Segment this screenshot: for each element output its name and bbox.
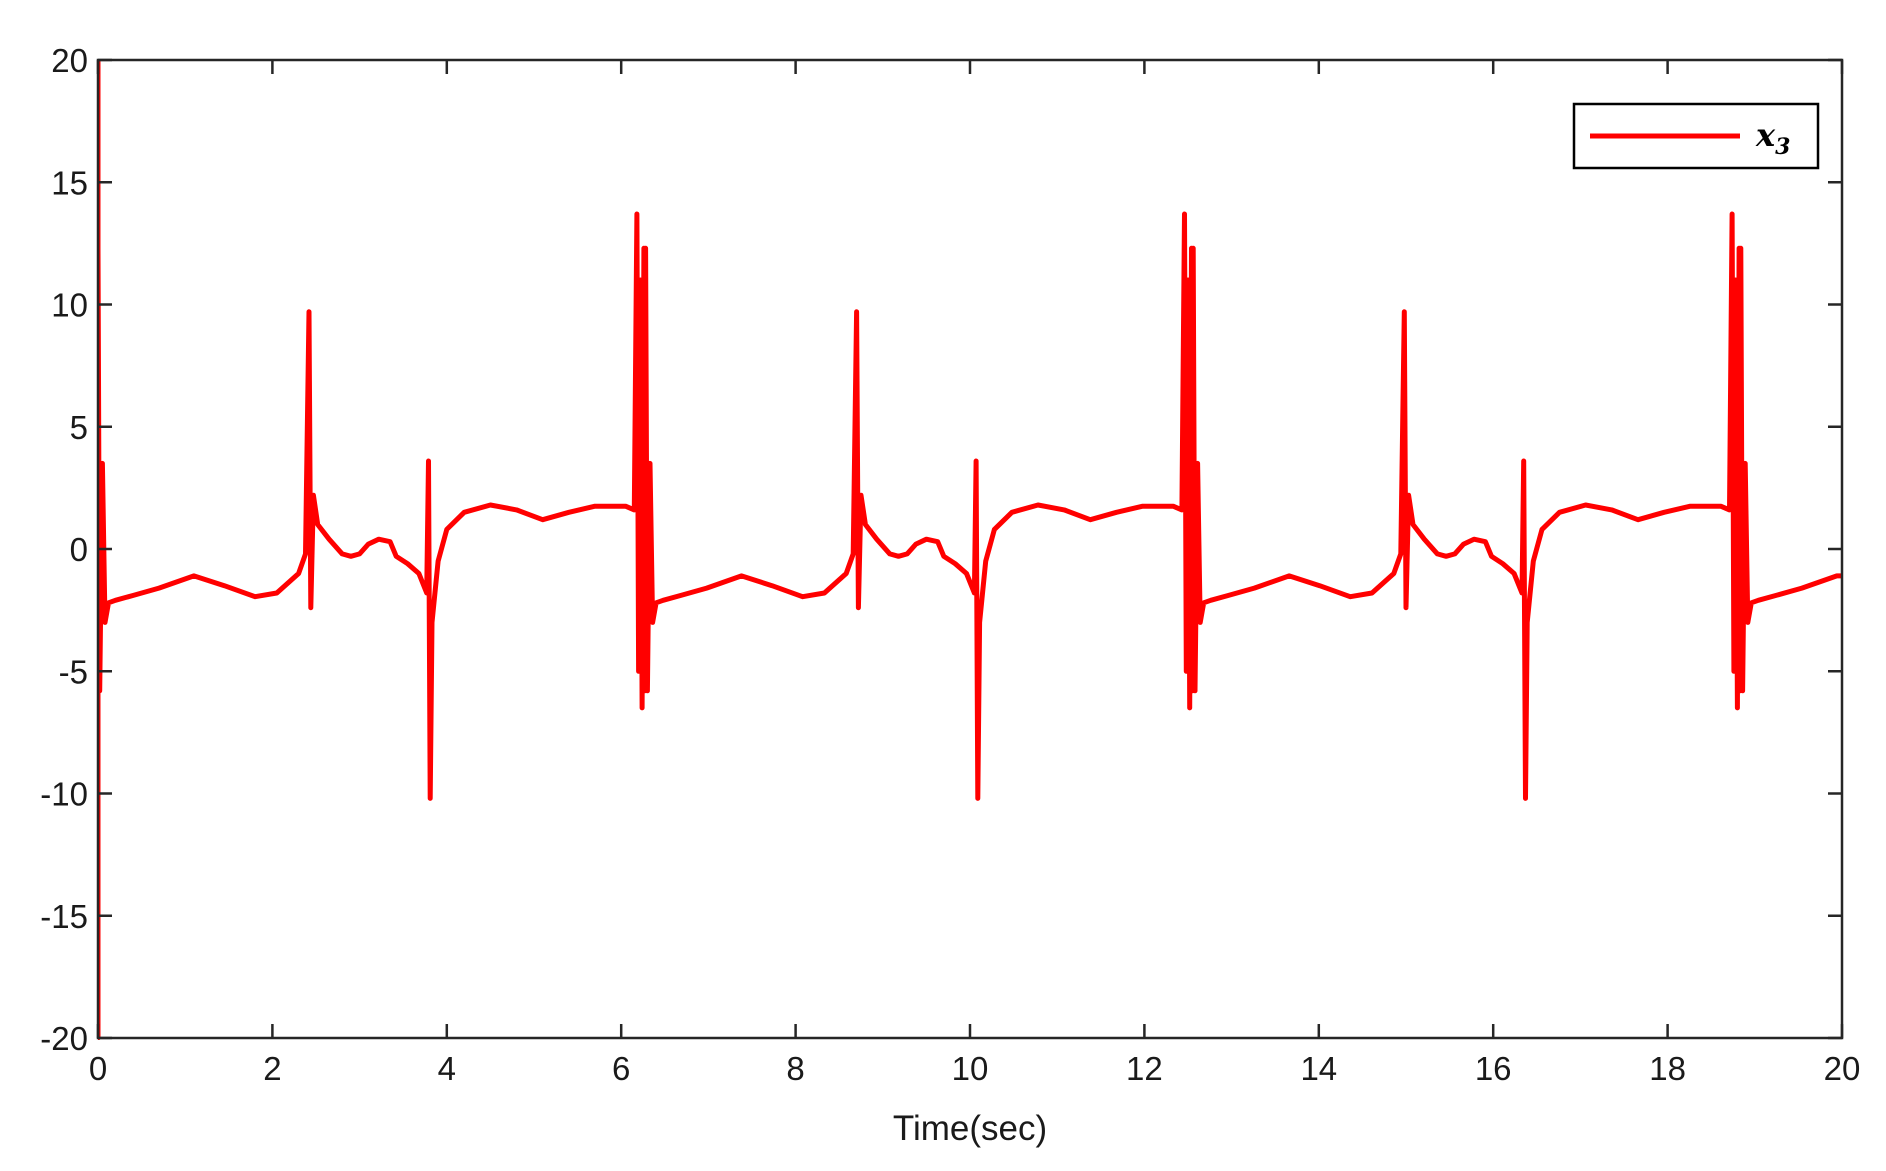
x-tick-label: 18 <box>1649 1050 1686 1087</box>
y-tick-label: -15 <box>40 898 88 935</box>
x-tick-label: 2 <box>263 1050 281 1087</box>
x-tick-label: 0 <box>89 1050 107 1087</box>
legend: x3 <box>1572 102 1820 170</box>
y-tick-label: 0 <box>70 531 88 568</box>
axis-ticks: 0 2 4 6 8 10 12 14 16 18 20 -20 -15 -10 -5 0 5 10 15 20 <box>40 42 1860 1087</box>
y-tick-label: 5 <box>70 409 88 446</box>
y-tick-label: 10 <box>51 287 88 324</box>
y-tick-label: 15 <box>51 164 88 201</box>
x-tick-label: 14 <box>1300 1050 1337 1087</box>
x-axis-label: Time(sec) <box>893 1109 1047 1148</box>
x-tick-label: 12 <box>1126 1050 1163 1087</box>
y-tick-label: -5 <box>59 653 88 690</box>
x-tick-label: 4 <box>438 1050 456 1087</box>
legend-label-x3: x3 <box>1755 116 1790 160</box>
axes-frame <box>96 58 1844 1040</box>
series-line-x3 <box>98 60 1842 1040</box>
x-tick-label: 16 <box>1475 1050 1512 1087</box>
y-tick-label: -10 <box>40 776 88 813</box>
y-tick-label: -20 <box>40 1020 88 1057</box>
x-tick-label: 10 <box>952 1050 989 1087</box>
x-tick-label: 6 <box>612 1050 630 1087</box>
x-tick-label: 8 <box>786 1050 804 1087</box>
x-tick-label: 20 <box>1824 1050 1861 1087</box>
y-tick-label: 20 <box>51 42 88 79</box>
plot-area <box>98 60 1842 1040</box>
